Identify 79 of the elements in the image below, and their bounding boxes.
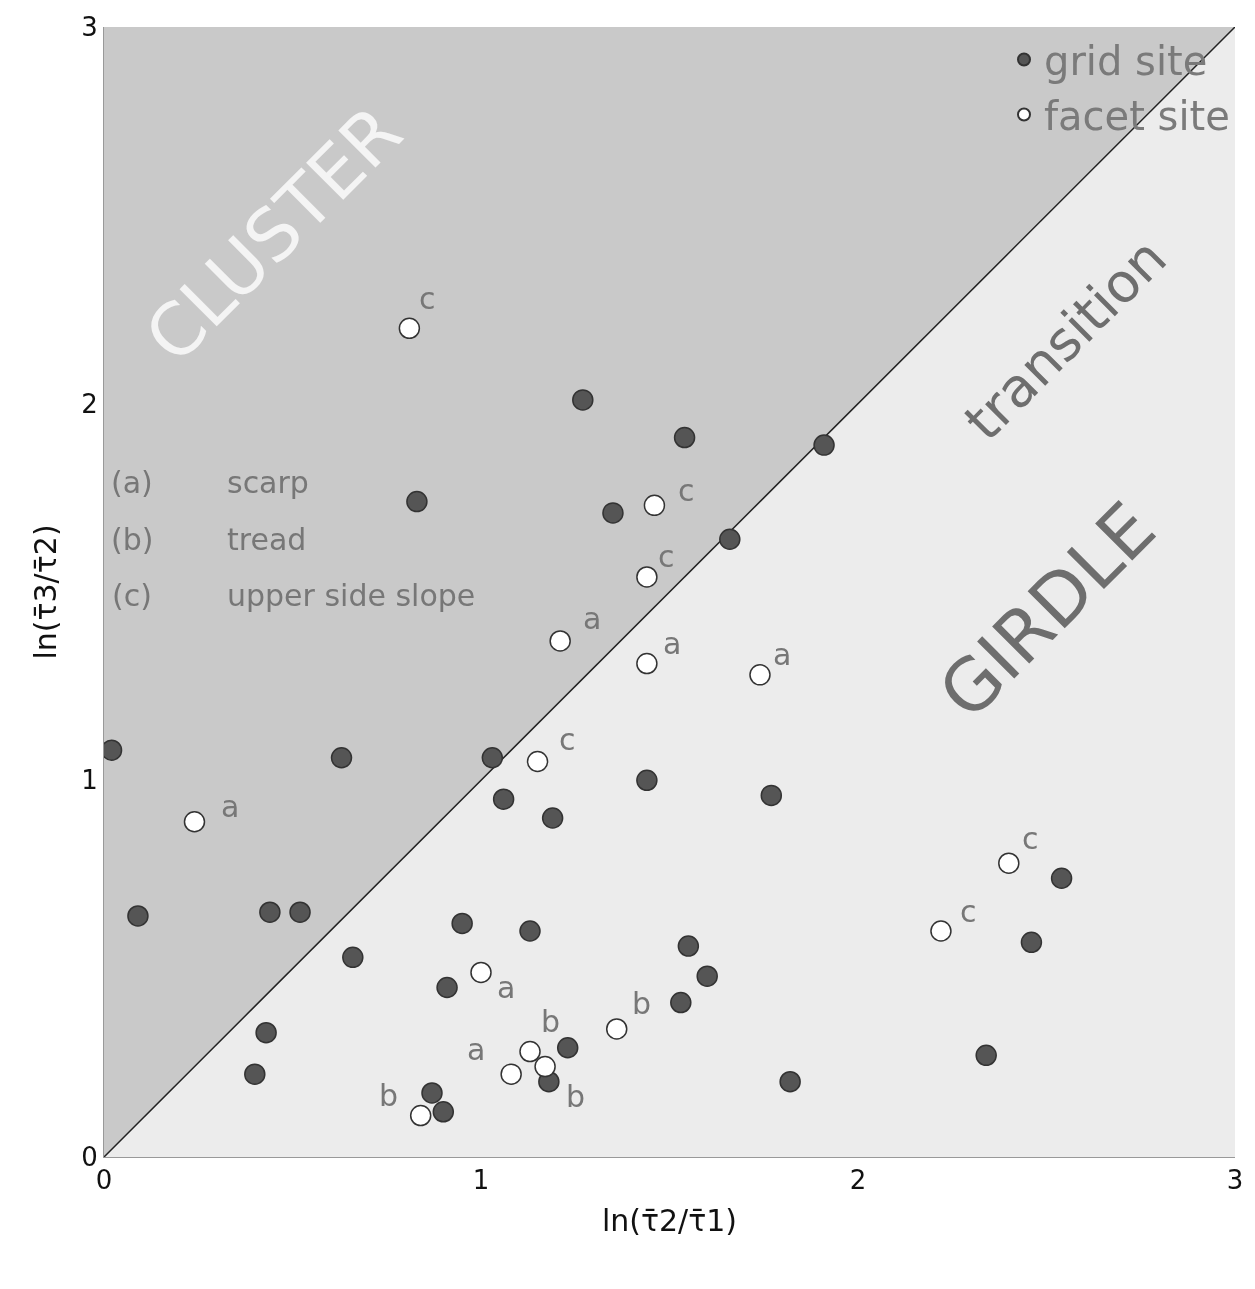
y-tick-label: 3 — [81, 12, 98, 43]
annotation: c — [960, 894, 977, 929]
point — [481, 746, 504, 769]
legend-label: grid site — [1044, 38, 1208, 85]
point — [719, 528, 741, 551]
annotation: c — [658, 539, 675, 574]
point — [492, 788, 515, 810]
x-tick-label: 1 — [472, 1165, 490, 1196]
point — [572, 389, 594, 411]
annotation: (a) — [111, 465, 153, 500]
point — [432, 1101, 455, 1123]
annotation: (b) — [111, 522, 154, 557]
point — [244, 1063, 266, 1085]
point — [749, 664, 771, 686]
point — [289, 901, 311, 923]
point — [670, 991, 692, 1014]
annotation: c — [678, 473, 695, 508]
point — [677, 935, 700, 957]
point — [127, 905, 149, 927]
annotation: c — [559, 722, 576, 757]
annotation: a — [221, 789, 240, 824]
annotation: (c) — [112, 578, 152, 613]
y-axis-title: ln(τ̄3/τ̄2) — [28, 524, 64, 660]
annotation: tread — [227, 522, 307, 557]
point — [421, 1082, 443, 1104]
annotation: scarp — [227, 465, 309, 500]
point — [636, 566, 658, 588]
point — [673, 426, 696, 449]
point — [541, 807, 564, 829]
y-tick-label: 0 — [81, 1142, 98, 1173]
point — [436, 976, 458, 999]
point — [605, 1018, 628, 1040]
point — [451, 912, 473, 935]
annotation: b — [632, 986, 652, 1021]
annotation: upper side slope — [227, 578, 476, 613]
point — [500, 1063, 522, 1085]
annotation: a — [773, 637, 792, 672]
point — [342, 946, 364, 969]
point — [409, 1104, 432, 1127]
x-tick-label: 3 — [1226, 1165, 1244, 1196]
point — [636, 769, 658, 792]
y-tick-label: 1 — [81, 765, 98, 796]
annotation: c — [419, 281, 436, 316]
point — [534, 1055, 556, 1078]
point — [526, 750, 549, 773]
point — [696, 965, 718, 987]
point — [998, 852, 1020, 874]
point — [643, 494, 666, 517]
point — [519, 1040, 541, 1063]
annotation: a — [583, 601, 602, 636]
point — [330, 746, 353, 769]
point — [549, 630, 571, 652]
point — [259, 901, 281, 923]
x-axis-title: ln(τ̄2/τ̄1) — [601, 1202, 738, 1238]
y-tick-label: 2 — [81, 388, 98, 419]
point — [406, 490, 428, 513]
annotation: b — [566, 1079, 586, 1114]
annotation: a — [663, 626, 682, 661]
point — [255, 1021, 277, 1044]
point — [1050, 867, 1073, 890]
annotation: a — [497, 970, 516, 1005]
annotation: b — [541, 1004, 561, 1039]
point — [1020, 931, 1043, 954]
point — [813, 434, 835, 456]
point — [470, 961, 492, 984]
point — [519, 920, 541, 942]
legend-label: facet site — [1044, 93, 1230, 140]
point — [975, 1044, 997, 1067]
point — [930, 920, 952, 942]
point — [556, 1037, 579, 1059]
annotation: b — [379, 1078, 399, 1113]
point — [760, 784, 783, 807]
point — [779, 1070, 801, 1093]
x-tick-label: 2 — [849, 1165, 867, 1196]
point — [636, 652, 658, 675]
point — [183, 811, 206, 833]
point — [602, 502, 624, 524]
annotation: a — [467, 1032, 486, 1067]
annotation: c — [1022, 821, 1039, 856]
